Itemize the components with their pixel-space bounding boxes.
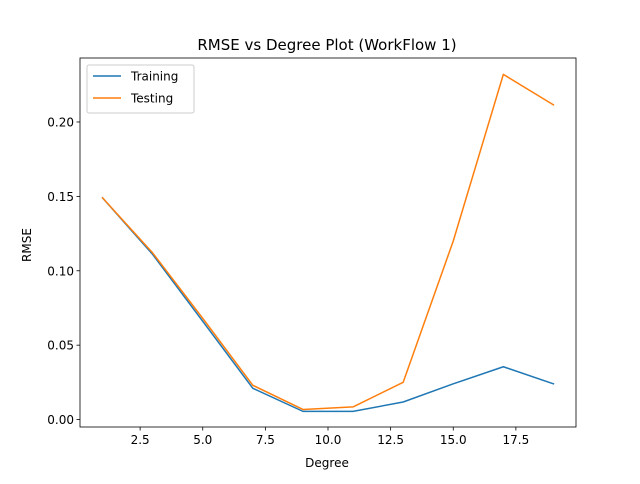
y-tick-label: 0.15: [47, 190, 74, 204]
plot-area: 2.5 5.0 7.5 10.0 12.5 15.0 17.5 0.00 0.05 0.10 0.1…: [47, 57, 577, 447]
legend-box: [86, 64, 195, 114]
x-tick-label: 10.0: [315, 433, 342, 447]
y-tick-label: 0.20: [47, 115, 74, 129]
chart-title: RMSE vs Degree Plot (WorkFlow 1): [197, 36, 456, 54]
legend: Training Testing: [86, 64, 195, 114]
x-tick-label: 2.5: [131, 433, 150, 447]
y-tick-label: 0.05: [47, 339, 74, 353]
legend-label-training: Training: [130, 70, 178, 84]
plot-background: [80, 58, 576, 427]
x-tick-label: 15.0: [440, 433, 467, 447]
x-axis-label: Degree: [305, 456, 349, 470]
legend-label-testing: Testing: [130, 92, 173, 106]
x-tick-label: 17.5: [503, 433, 530, 447]
y-tick-label: 0.10: [47, 264, 74, 278]
x-tick-label: 7.5: [256, 433, 275, 447]
x-tick-label: 5.0: [193, 433, 212, 447]
x-tick-label: 12.5: [377, 433, 404, 447]
series-line-testing: [101, 73, 555, 411]
series-line-training: [101, 196, 555, 413]
y-tick-label: 0.00: [47, 413, 74, 427]
y-axis-label: RMSE: [20, 228, 34, 262]
